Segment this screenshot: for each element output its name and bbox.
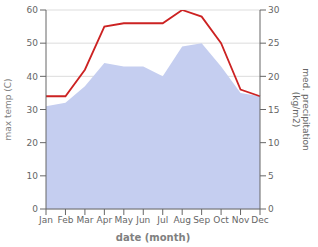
svg-text:25: 25 <box>268 38 279 48</box>
svg-text:max temp (C): max temp (C) <box>8 78 13 140</box>
svg-text:Jun: Jun <box>135 215 150 225</box>
svg-text:Aug: Aug <box>173 215 191 225</box>
svg-text:date (month): date (month) <box>116 232 190 243</box>
svg-text:Nov: Nov <box>232 215 250 225</box>
svg-text:Mar: Mar <box>76 215 93 225</box>
svg-text:5: 5 <box>268 171 274 181</box>
svg-text:Jul: Jul <box>156 215 168 225</box>
svg-text:10: 10 <box>268 138 280 148</box>
svg-text:Feb: Feb <box>57 215 73 225</box>
svg-text:50: 50 <box>27 38 39 48</box>
svg-text:May: May <box>115 215 134 225</box>
svg-text:60: 60 <box>27 5 39 15</box>
svg-text:Sep: Sep <box>193 215 210 225</box>
svg-text:10: 10 <box>27 171 39 181</box>
svg-text:15: 15 <box>268 105 279 115</box>
svg-text:Apr: Apr <box>97 215 113 225</box>
svg-text:Jan: Jan <box>38 215 53 225</box>
svg-text:20: 20 <box>27 138 39 148</box>
svg-text:med. precipitation(kg/m2): med. precipitation(kg/m2) <box>291 68 310 150</box>
svg-text:30: 30 <box>268 5 280 15</box>
svg-text:0: 0 <box>32 204 38 214</box>
svg-text:30: 30 <box>27 105 39 115</box>
svg-text:Oct: Oct <box>213 215 229 225</box>
svg-text:40: 40 <box>27 72 39 82</box>
svg-text:20: 20 <box>268 72 280 82</box>
svg-text:Dec: Dec <box>251 215 268 225</box>
svg-text:0: 0 <box>268 204 274 214</box>
